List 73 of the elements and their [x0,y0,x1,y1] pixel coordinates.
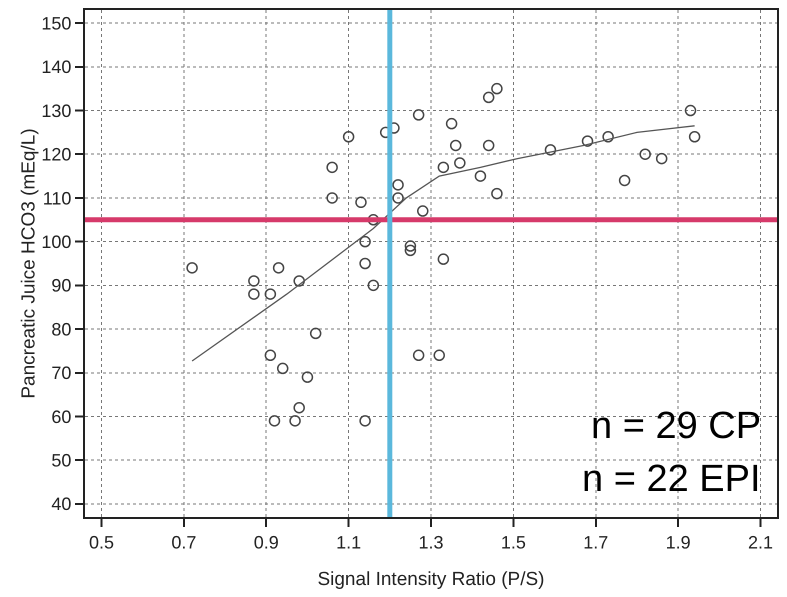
x-tick-label: 0.9 [254,532,279,553]
point [392,192,404,204]
point [618,174,630,186]
y-tick-label: 90 [51,276,72,296]
x-tick-label: 0.7 [171,532,196,553]
point [491,188,503,200]
line-series [191,125,696,362]
point [248,288,260,300]
point [268,415,280,427]
x-tick-label: 1.9 [666,532,691,553]
x-axis-title: Signal Intensity Ratio (P/S) [317,569,545,590]
point [482,92,494,104]
point [272,262,284,274]
y-tick-label: 140 [41,57,72,78]
y-axis-title: Pancreatic Juice HCO3 (mEq/L) [18,128,40,399]
annotation: n = 22 EPI [582,458,761,500]
point [359,258,371,270]
y-tick-label: 60 [51,406,72,427]
point [355,196,367,208]
point [310,328,322,340]
point [438,162,450,174]
point [289,415,301,427]
point [404,240,416,252]
point [404,244,416,256]
point [544,144,556,156]
y-tick-label: 110 [42,188,72,208]
point [342,131,354,142]
y-tick-label: 40 [51,494,72,514]
point [326,192,338,204]
point [474,170,486,182]
point [276,362,288,374]
point [482,140,494,152]
point [248,275,260,287]
x-tick-label: 1.5 [500,532,526,553]
point [688,131,700,142]
point [412,109,424,121]
point [186,262,198,274]
x-tick-label: 1.3 [418,532,444,553]
point [417,205,429,217]
point [433,350,445,362]
point [293,402,305,414]
point [326,162,338,174]
point [582,135,594,147]
y-tick-label: 70 [51,363,72,384]
point [359,236,371,248]
point [446,118,458,130]
point [454,157,466,169]
point [412,350,424,362]
point [264,288,276,300]
y-tick-label: 130 [41,100,72,121]
point [302,371,314,383]
point [438,253,450,265]
point [392,179,404,191]
x-tick-label: 1.7 [583,532,608,553]
point [491,82,503,94]
point [264,350,276,362]
point [359,415,371,427]
x-tick-label: 2.1 [748,532,774,553]
y-tick-label: 100 [41,232,72,252]
point [450,140,462,152]
point [639,148,651,160]
point [684,104,696,116]
y-tick-label: 50 [51,450,72,470]
x-tick-label: 0.5 [88,532,114,553]
y-tick-label: 150 [41,13,72,34]
y-tick-label: 80 [51,319,72,340]
point [293,275,305,287]
point [602,131,614,142]
point [368,280,380,292]
y-tick-label: 120 [41,144,72,165]
x-tick-label: 1.1 [336,532,362,553]
point [656,152,668,164]
annotation: n = 29 CP [591,405,762,447]
